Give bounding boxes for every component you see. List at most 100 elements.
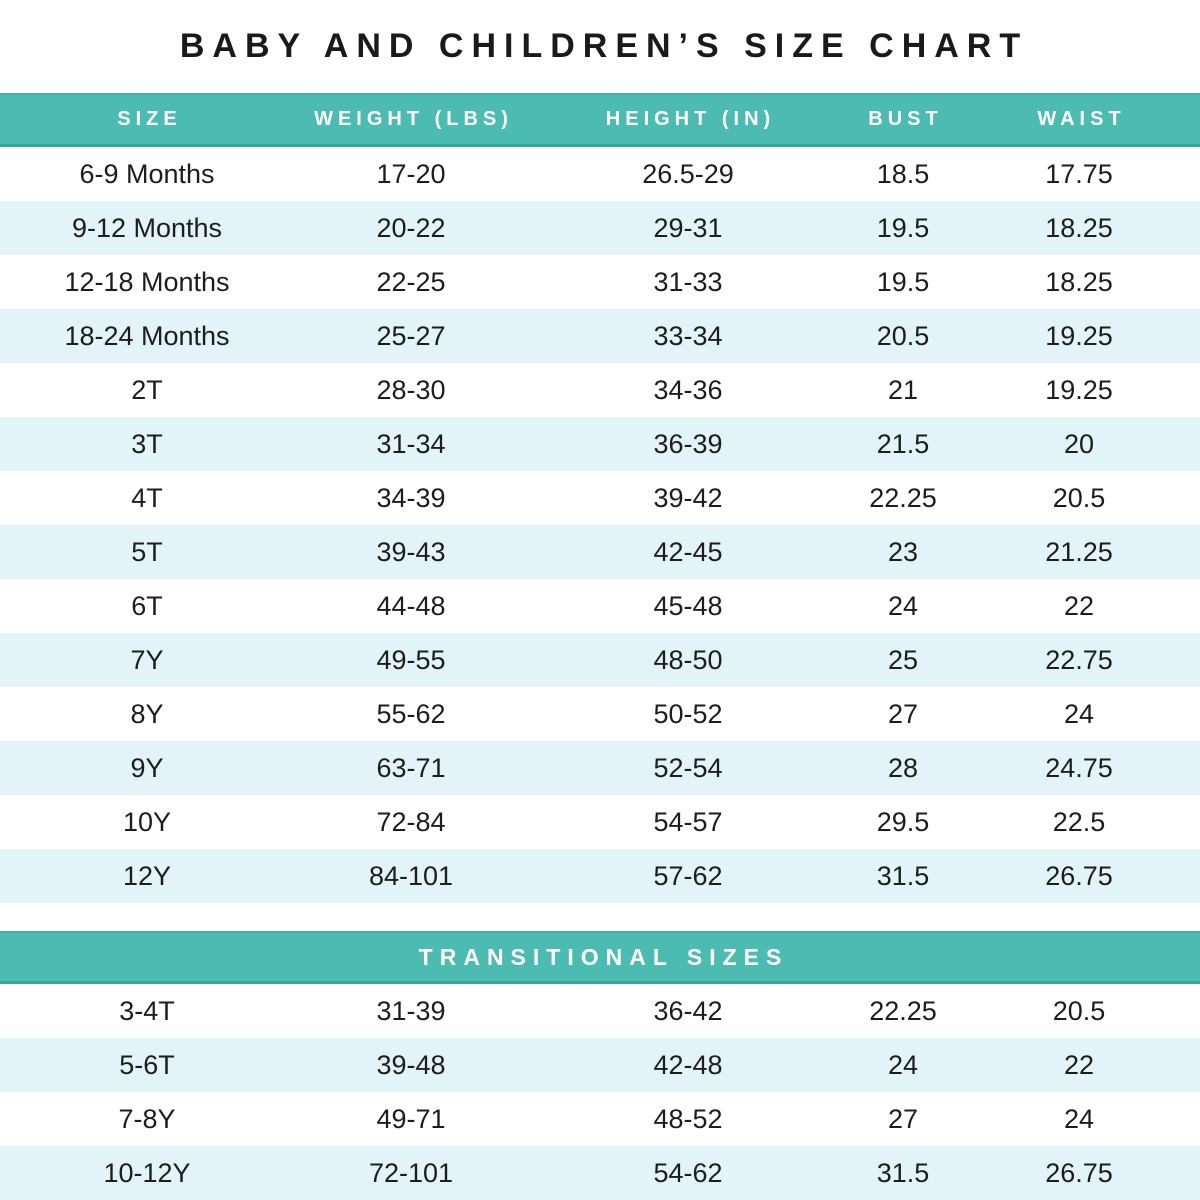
table-cell: 36-39 [653, 428, 723, 459]
table-row: 7Y 49-55 48-50 25 22.75 [0, 633, 1200, 687]
table-row: 6-9 Months 17-20 26.5-29 18.5 17.75 [0, 147, 1200, 201]
table-cell: 26.75 [1045, 1157, 1113, 1188]
table-row: 6T 44-48 45-48 24 22 [0, 579, 1200, 633]
table-cell: 3T [131, 428, 163, 459]
table-cell: 52-54 [653, 752, 723, 783]
table-cell: 22 [1063, 1049, 1095, 1080]
table-cell: 26.75 [1045, 860, 1113, 891]
table-cell: 34-36 [653, 374, 723, 405]
table-cell: 48-50 [653, 644, 723, 675]
table-cell: 8Y [130, 698, 164, 729]
table-cell: 31.5 [876, 1157, 930, 1188]
table-row: 12Y 84-101 57-62 31.5 26.75 [0, 849, 1200, 903]
table-cell: 29-31 [653, 212, 723, 243]
table-cell: 22-25 [376, 266, 446, 297]
table-cell: 25-27 [376, 320, 446, 351]
table-cell: 27 [887, 698, 919, 729]
column-header: WEIGHT (LBS) [314, 108, 513, 130]
table-cell: 48-52 [653, 1103, 723, 1134]
table-cell: 18-24 Months [64, 320, 230, 351]
table-cell: 21 [887, 374, 919, 405]
table-cell: 45-48 [653, 590, 723, 621]
table-cell: 31-34 [376, 428, 446, 459]
transitional-sizes-banner: TRANSITIONAL SIZES [0, 931, 1200, 984]
table-cell: 49-71 [376, 1103, 446, 1134]
table-cell: 12-18 Months [64, 266, 230, 297]
table-cell: 57-62 [653, 860, 723, 891]
table-row: 3-4T 31-39 36-42 22.25 20.5 [0, 984, 1200, 1038]
table-cell: 28-30 [376, 374, 446, 405]
table-cell: 84-101 [368, 860, 454, 891]
table-cell: 36-42 [653, 995, 723, 1026]
table-cell: 21.5 [876, 428, 930, 459]
table-row: 2T 28-30 34-36 21 19.25 [0, 363, 1200, 417]
table-cell: 20-22 [376, 212, 446, 243]
table-cell: 20.5 [876, 320, 930, 351]
table-cell: 24 [887, 1049, 919, 1080]
table-cell: 63-71 [376, 752, 446, 783]
table-cell: 50-52 [653, 698, 723, 729]
table-cell: 22.25 [869, 995, 937, 1026]
table-cell: 19.5 [876, 266, 930, 297]
table-cell: 21.25 [1045, 536, 1113, 567]
table-cell: 3-4T [119, 995, 175, 1026]
column-header: WAIST [1037, 108, 1126, 130]
table-cell: 9Y [130, 752, 164, 783]
table-row: 12-18 Months 22-25 31-33 19.5 18.25 [0, 255, 1200, 309]
table-cell: 20.5 [1052, 995, 1106, 1026]
table-cell: 24 [1063, 698, 1095, 729]
table-cell: 10Y [122, 806, 172, 837]
table-cell: 19.5 [876, 212, 930, 243]
table-cell: 5-6T [119, 1049, 175, 1080]
table-cell: 39-42 [653, 482, 723, 513]
table-row: 3T 31-34 36-39 21.5 20 [0, 417, 1200, 471]
table-cell: 54-62 [653, 1157, 723, 1188]
table-cell: 26.5-29 [642, 158, 734, 189]
page-title: BABY AND CHILDREN’S SIZE CHART [179, 27, 1029, 65]
table-header-row: SIZE WEIGHT (LBS) HEIGHT (IN) BUST WAIST [0, 93, 1200, 147]
table-cell: 27 [887, 1103, 919, 1134]
table-row: 10Y 72-84 54-57 29.5 22.5 [0, 795, 1200, 849]
table-cell: 22.5 [1052, 806, 1106, 837]
table-cell: 7-8Y [118, 1103, 176, 1134]
table-cell: 24.75 [1045, 752, 1113, 783]
table-cell: 31-33 [653, 266, 723, 297]
table-cell: 7Y [130, 644, 164, 675]
table-cell: 72-84 [376, 806, 446, 837]
table-row: 5T 39-43 42-45 23 21.25 [0, 525, 1200, 579]
table-cell: 23 [887, 536, 919, 567]
table-row: 9Y 63-71 52-54 28 24.75 [0, 741, 1200, 795]
table-cell: 24 [1063, 1103, 1095, 1134]
transitional-table-body: 3-4T 31-39 36-42 22.25 20.5 5-6T 39-48 42-48 24 2… [0, 984, 1200, 1200]
table-cell: 49-55 [376, 644, 446, 675]
table-cell: 18.25 [1045, 212, 1113, 243]
table-cell: 33-34 [653, 320, 723, 351]
column-header: HEIGHT (IN) [605, 108, 776, 130]
table-cell: 6-9 Months [79, 158, 215, 189]
table-cell: 20.5 [1052, 482, 1106, 513]
table-cell: 54-57 [653, 806, 723, 837]
column-header: BUST [868, 108, 943, 130]
table-row: 8Y 55-62 50-52 27 24 [0, 687, 1200, 741]
table-cell: 17-20 [376, 158, 446, 189]
table-row: 5-6T 39-48 42-48 24 22 [0, 1038, 1200, 1092]
table-cell: 24 [887, 590, 919, 621]
column-header: SIZE [117, 108, 182, 130]
table-cell: 19.25 [1045, 374, 1113, 405]
table-cell: 34-39 [376, 482, 446, 513]
table-cell: 5T [131, 536, 163, 567]
table-cell: 10-12Y [103, 1157, 191, 1188]
table-cell: 42-45 [653, 536, 723, 567]
table-row: 10-12Y 72-101 54-62 31.5 26.75 [0, 1146, 1200, 1200]
section-divider [0, 903, 1200, 931]
table-cell: 31.5 [876, 860, 930, 891]
size-table-body: 6-9 Months 17-20 26.5-29 18.5 17.75 9-12 Mont… [0, 147, 1200, 903]
table-cell: 20 [1063, 428, 1095, 459]
table-cell: 18.25 [1045, 266, 1113, 297]
table-cell: 12Y [122, 860, 172, 891]
table-cell: 42-48 [653, 1049, 723, 1080]
table-cell: 6T [131, 590, 163, 621]
table-cell: 9-12 Months [71, 212, 223, 243]
table-cell: 18.5 [876, 158, 930, 189]
table-cell: 39-48 [376, 1049, 446, 1080]
